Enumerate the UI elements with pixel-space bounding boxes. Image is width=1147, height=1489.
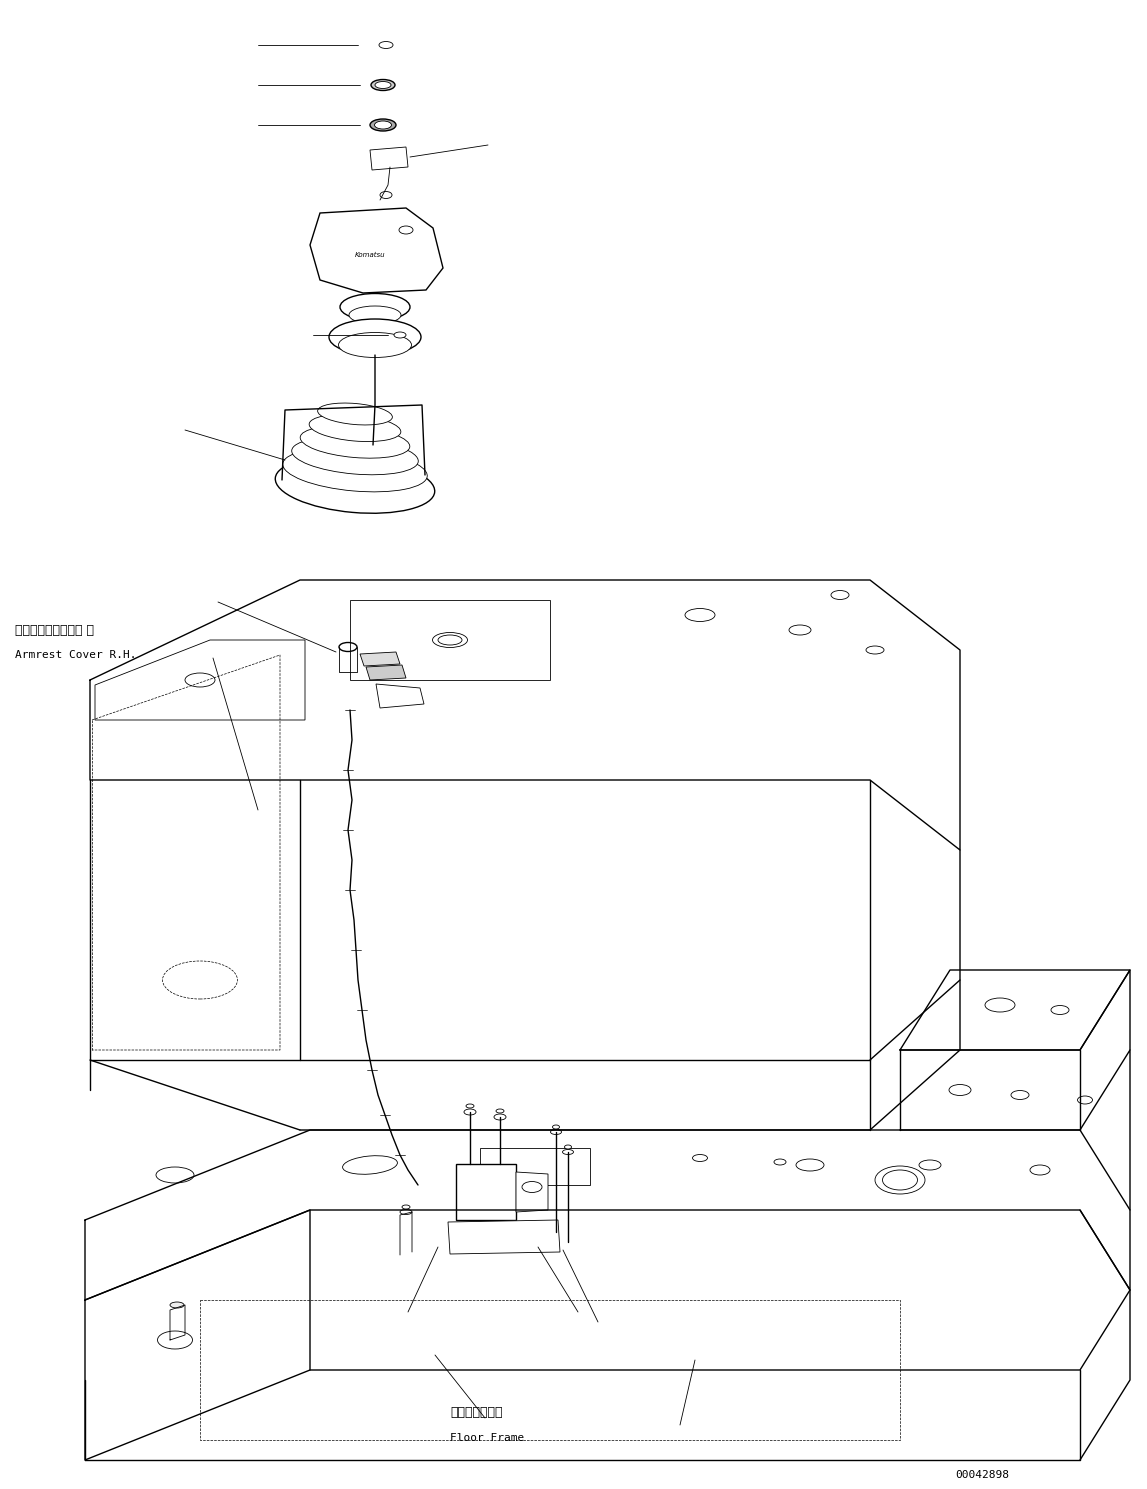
Ellipse shape <box>465 1109 476 1115</box>
Text: Armrest Cover R.H.: Armrest Cover R.H. <box>15 651 136 660</box>
Ellipse shape <box>463 1234 477 1240</box>
Ellipse shape <box>318 404 392 424</box>
Polygon shape <box>448 1219 560 1254</box>
Text: 00042898: 00042898 <box>955 1470 1009 1480</box>
Ellipse shape <box>375 121 391 130</box>
Ellipse shape <box>375 82 391 88</box>
Ellipse shape <box>400 1209 412 1215</box>
Text: Floor Frame: Floor Frame <box>450 1432 524 1443</box>
Ellipse shape <box>564 1145 571 1150</box>
Ellipse shape <box>329 319 421 354</box>
Ellipse shape <box>494 1230 506 1234</box>
Text: Komatsu: Komatsu <box>354 252 385 258</box>
Ellipse shape <box>395 332 406 338</box>
Ellipse shape <box>349 307 401 325</box>
Ellipse shape <box>338 332 412 357</box>
Ellipse shape <box>291 438 419 475</box>
Ellipse shape <box>466 1103 474 1108</box>
Polygon shape <box>370 147 408 170</box>
Ellipse shape <box>379 42 393 49</box>
Polygon shape <box>376 683 424 707</box>
Ellipse shape <box>466 1240 475 1243</box>
Text: アームレストカバー 右: アームレストカバー 右 <box>15 624 94 636</box>
Polygon shape <box>310 208 443 293</box>
Ellipse shape <box>496 1234 504 1239</box>
Ellipse shape <box>283 448 427 491</box>
Ellipse shape <box>494 1114 506 1120</box>
Ellipse shape <box>170 1301 184 1307</box>
Text: フロアフレーム: フロアフレーム <box>450 1406 502 1419</box>
Ellipse shape <box>310 414 400 442</box>
Ellipse shape <box>553 1126 560 1129</box>
Ellipse shape <box>399 226 413 234</box>
Ellipse shape <box>370 119 396 131</box>
Ellipse shape <box>562 1150 574 1154</box>
Ellipse shape <box>401 1205 409 1209</box>
Ellipse shape <box>551 1130 562 1135</box>
Polygon shape <box>366 666 406 680</box>
Ellipse shape <box>496 1109 504 1112</box>
Ellipse shape <box>340 293 409 320</box>
Polygon shape <box>516 1172 548 1212</box>
Ellipse shape <box>522 1181 543 1193</box>
Ellipse shape <box>301 426 409 459</box>
Polygon shape <box>360 652 400 666</box>
Ellipse shape <box>370 79 395 91</box>
Polygon shape <box>457 1164 516 1219</box>
